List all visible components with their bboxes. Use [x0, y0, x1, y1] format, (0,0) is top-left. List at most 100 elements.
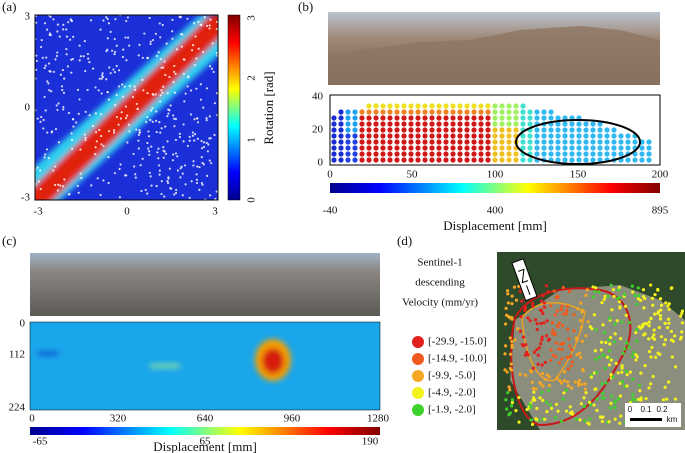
insar-point [543, 360, 547, 365]
particle [125, 59, 128, 62]
displacement-map [30, 322, 380, 410]
particle [107, 98, 110, 101]
particle [174, 191, 178, 195]
particle [174, 152, 178, 155]
particle [97, 89, 100, 92]
particle [178, 132, 181, 135]
insar-point [542, 301, 546, 305]
particle [192, 164, 195, 167]
particle [40, 39, 43, 42]
insar-point [556, 295, 560, 299]
point [436, 157, 442, 163]
point [632, 157, 638, 163]
particle [96, 177, 99, 180]
particle [105, 16, 108, 19]
particle [155, 54, 159, 58]
particle [196, 121, 200, 124]
insar-point [669, 286, 673, 291]
particle [158, 164, 161, 167]
insar-point [638, 389, 642, 393]
ellipse [515, 119, 641, 165]
point [387, 139, 393, 145]
point [527, 115, 533, 121]
particle [134, 173, 137, 176]
point [548, 127, 554, 133]
point [492, 133, 498, 139]
point [534, 133, 540, 139]
insar-point [647, 337, 651, 341]
particle [138, 43, 141, 46]
particle [70, 132, 73, 135]
particle [112, 131, 116, 134]
point [471, 121, 477, 127]
particle [66, 65, 70, 68]
insar-point [641, 324, 645, 328]
insar-point [618, 394, 623, 398]
point [450, 127, 456, 133]
point [401, 109, 407, 115]
insar-point [658, 317, 663, 321]
insar-point [643, 332, 647, 336]
point [422, 127, 428, 133]
insar-point [613, 399, 617, 403]
insar-point [599, 415, 603, 419]
insar-point [582, 396, 586, 400]
insar-point [509, 368, 514, 372]
legend-swatch [412, 353, 424, 365]
particle [54, 58, 57, 61]
insar-point [617, 300, 621, 304]
point [373, 139, 379, 145]
particle [63, 178, 66, 181]
insar-point [641, 288, 646, 292]
particle [212, 70, 215, 74]
legend-title: Velocity (mm/yr) [402, 297, 478, 309]
point [394, 157, 400, 163]
insar-point [609, 358, 614, 362]
insar-point [531, 398, 535, 403]
particle [210, 162, 213, 165]
insar-point [545, 410, 549, 414]
point [639, 145, 645, 151]
point [506, 103, 512, 109]
particle [41, 56, 44, 59]
insar-point [588, 400, 592, 404]
particle [150, 145, 153, 148]
point [345, 109, 351, 115]
point [541, 115, 547, 121]
insar-point [658, 313, 663, 318]
insar-point [589, 375, 594, 379]
insar-point [540, 309, 544, 313]
insar-point [663, 385, 667, 389]
legend-label: [-14.9, -10.0] [428, 353, 487, 365]
point [590, 145, 596, 151]
insar-point [568, 405, 572, 409]
insar-point [508, 352, 513, 356]
point [541, 145, 547, 151]
point [527, 157, 533, 163]
particle [84, 136, 87, 139]
point [394, 145, 400, 151]
particle [195, 117, 199, 120]
insar-point [565, 309, 569, 313]
insar-point [641, 295, 646, 299]
panel-label: (b) [298, 0, 313, 14]
particle [100, 77, 103, 80]
point [513, 109, 519, 115]
insar-point [518, 289, 522, 294]
point [394, 109, 400, 115]
insar-point [523, 373, 528, 377]
particle [42, 127, 45, 130]
point [464, 139, 470, 145]
point [576, 157, 582, 163]
particle [205, 119, 208, 122]
point [520, 121, 526, 127]
particle [160, 180, 163, 183]
point [576, 133, 582, 139]
legend-label: [-9.9, -5.0] [428, 370, 476, 382]
particle [49, 15, 52, 18]
insar-point [597, 355, 601, 359]
particle [65, 28, 68, 31]
insar-point [594, 286, 598, 290]
insar-point [594, 328, 598, 332]
point [359, 151, 365, 157]
